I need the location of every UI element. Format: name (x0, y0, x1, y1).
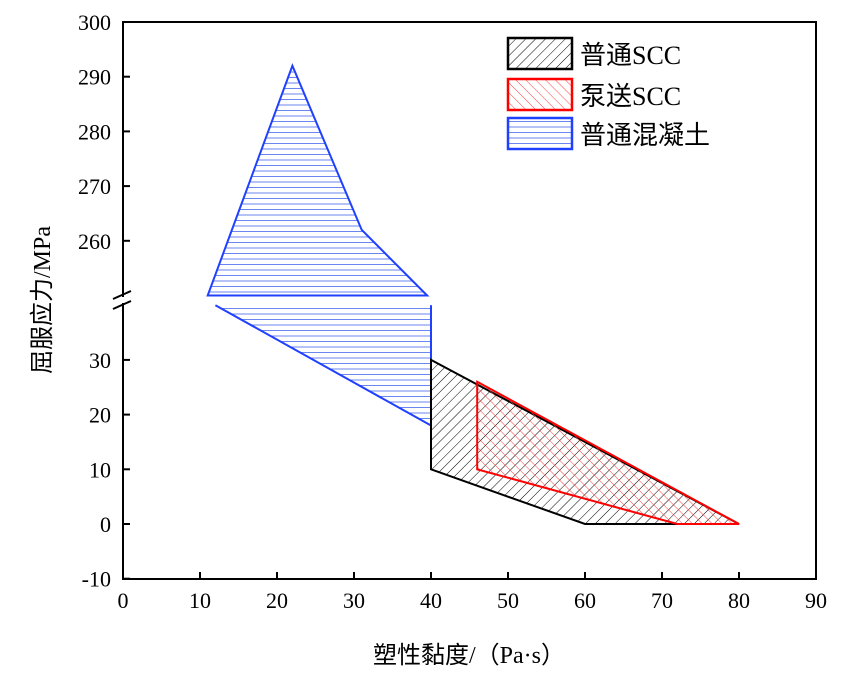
legend-swatch (506, 77, 574, 112)
legend-label: 普通混凝土 (580, 121, 710, 150)
x-tick-label: 20 (266, 588, 288, 613)
y-tick-label: -10 (82, 567, 111, 592)
axis-break-mark (112, 290, 132, 300)
legend-label: 泵送SCC (580, 82, 681, 111)
plot-frame (122, 21, 817, 580)
axis-break-gap (117, 297, 129, 303)
x-tick-label: 60 (574, 588, 596, 613)
series-polygon-upper (206, 63, 430, 297)
series-polygon (476, 380, 740, 525)
y-tick-label: 10 (89, 457, 111, 482)
plot-marks (206, 63, 740, 525)
y-tick-label: 0 (100, 512, 111, 537)
x-tick-label: 30 (343, 588, 365, 613)
y-tick-label: 280 (78, 119, 111, 144)
x-tick-label: 10 (189, 588, 211, 613)
x-tick-label: 70 (651, 588, 673, 613)
y-tick-label: 290 (78, 65, 111, 90)
x-tick-label: 50 (497, 588, 519, 613)
y-tick-label: 30 (89, 348, 111, 373)
legend-swatch (506, 36, 574, 71)
y-tick-label: 270 (78, 174, 111, 199)
x-tick-label: 90 (805, 588, 827, 613)
y-axis-label: 屈服应力/MPa (29, 226, 56, 374)
axes: 0 10 20 30 40 50 60 70 80 90 -10 0 10 20 30 260 270 280 29… (78, 10, 827, 613)
y-tick-label: 300 (78, 10, 111, 35)
legend-swatch (506, 116, 574, 151)
legend: 普通SCC 泵送SCC 普通混凝土 (506, 36, 710, 151)
x-tick-label: 40 (420, 588, 442, 613)
x-axis-label: 塑性黏度/（Pa·s） (373, 642, 565, 669)
x-tick-label: 80 (728, 588, 750, 613)
series-edge (214, 304, 432, 427)
axis-break-mark (112, 300, 132, 310)
y-tick-label: 20 (89, 403, 111, 428)
legend-label: 普通SCC (580, 41, 681, 70)
x-tick-label: 0 (118, 588, 129, 613)
y-tick-label: 260 (78, 229, 111, 254)
